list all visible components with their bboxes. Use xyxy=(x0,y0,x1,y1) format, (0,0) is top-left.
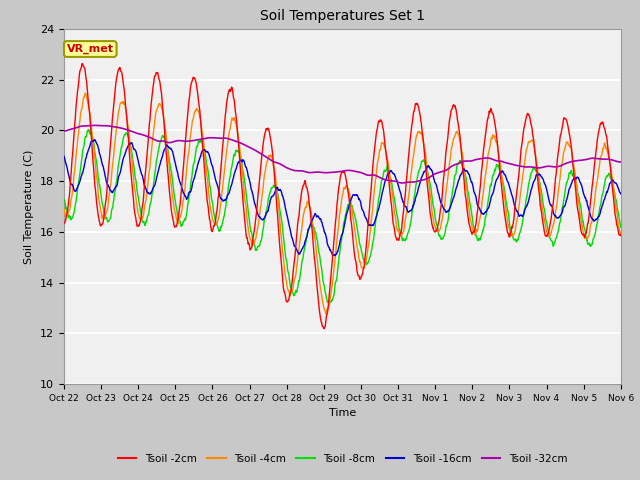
Tsoil -8cm xyxy=(171,194,179,200)
Tsoil -16cm xyxy=(246,182,254,188)
Tsoil -32cm xyxy=(90,122,98,128)
Tsoil -2cm xyxy=(60,221,68,227)
Tsoil -2cm xyxy=(617,233,625,239)
Title: Soil Temperatures Set 1: Soil Temperatures Set 1 xyxy=(260,10,425,24)
Tsoil -2cm xyxy=(246,247,254,252)
Tsoil -4cm xyxy=(246,237,254,242)
Tsoil -4cm xyxy=(81,90,89,96)
Line: Tsoil -8cm: Tsoil -8cm xyxy=(64,130,621,302)
Line: Tsoil -32cm: Tsoil -32cm xyxy=(64,125,621,183)
Tsoil -16cm xyxy=(332,253,339,259)
Tsoil -16cm xyxy=(184,192,192,198)
Tsoil -16cm xyxy=(502,175,510,181)
Tsoil -16cm xyxy=(91,137,99,143)
Tsoil -16cm xyxy=(552,213,559,218)
Tsoil -4cm xyxy=(184,152,192,158)
Tsoil -4cm xyxy=(323,311,330,317)
Tsoil -2cm xyxy=(429,227,437,232)
Tsoil -8cm xyxy=(617,224,625,230)
X-axis label: Time: Time xyxy=(329,408,356,418)
Tsoil -16cm xyxy=(60,154,68,159)
Tsoil -8cm xyxy=(84,127,92,132)
Line: Tsoil -16cm: Tsoil -16cm xyxy=(64,140,621,256)
Tsoil -32cm xyxy=(502,160,510,166)
Tsoil -32cm xyxy=(617,159,625,165)
Text: VR_met: VR_met xyxy=(67,44,114,54)
Tsoil -8cm xyxy=(184,199,192,205)
Tsoil -8cm xyxy=(324,300,332,305)
Tsoil -4cm xyxy=(552,209,559,215)
Tsoil -32cm xyxy=(60,128,68,134)
Tsoil -32cm xyxy=(398,180,406,186)
Tsoil -2cm xyxy=(320,326,328,332)
Tsoil -16cm xyxy=(617,191,625,197)
Tsoil -8cm xyxy=(60,197,68,203)
Tsoil -8cm xyxy=(246,227,254,233)
Tsoil -2cm xyxy=(184,106,192,112)
Tsoil -4cm xyxy=(502,207,510,213)
Tsoil -16cm xyxy=(429,174,437,180)
Legend: Tsoil -2cm, Tsoil -4cm, Tsoil -8cm, Tsoil -16cm, Tsoil -32cm: Tsoil -2cm, Tsoil -4cm, Tsoil -8cm, Tsoi… xyxy=(113,450,572,468)
Tsoil -8cm xyxy=(502,200,510,205)
Tsoil -4cm xyxy=(60,206,68,212)
Tsoil -4cm xyxy=(171,207,179,213)
Y-axis label: Soil Temperature (C): Soil Temperature (C) xyxy=(24,149,35,264)
Tsoil -2cm xyxy=(78,60,86,66)
Line: Tsoil -4cm: Tsoil -4cm xyxy=(64,93,621,314)
Tsoil -8cm xyxy=(429,204,437,209)
Tsoil -32cm xyxy=(184,138,192,144)
Tsoil -32cm xyxy=(246,145,254,151)
Tsoil -4cm xyxy=(429,217,437,223)
Tsoil -2cm xyxy=(171,224,179,230)
Tsoil -2cm xyxy=(502,223,510,228)
Tsoil -2cm xyxy=(552,176,559,182)
Tsoil -32cm xyxy=(429,172,437,178)
Tsoil -4cm xyxy=(617,231,625,237)
Line: Tsoil -2cm: Tsoil -2cm xyxy=(64,63,621,329)
Tsoil -32cm xyxy=(171,138,179,144)
Tsoil -8cm xyxy=(552,237,559,243)
Tsoil -32cm xyxy=(552,164,559,170)
Tsoil -16cm xyxy=(171,158,179,164)
